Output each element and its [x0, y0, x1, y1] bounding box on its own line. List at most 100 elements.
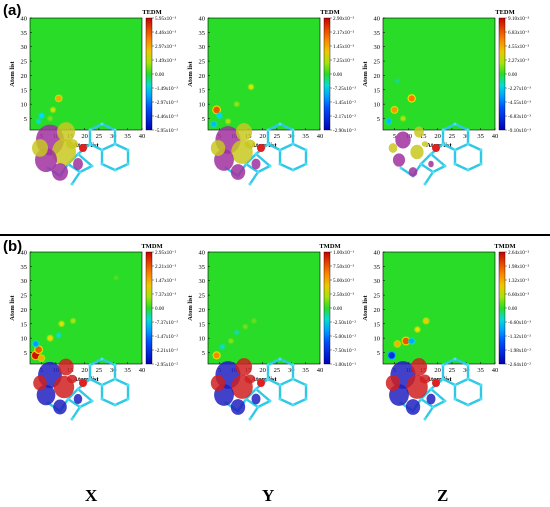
- colorbar-label: -2.97x10⁻³: [155, 100, 178, 106]
- y-tick-label: 35: [374, 30, 381, 37]
- colorbar-label: 7.50x10⁻²: [333, 264, 355, 270]
- colorbar-label: -2.17x10⁻²: [333, 114, 356, 120]
- y-tick-label: 25: [21, 59, 28, 66]
- spot-1: [220, 344, 225, 349]
- colorbar-label: 1.00x10⁻¹: [333, 250, 355, 256]
- colorbar-label: 7.25x10⁻³: [333, 58, 355, 64]
- y-tick-label: 10: [374, 336, 381, 343]
- y-tick-label: 30: [374, 44, 381, 51]
- x-tick-label: 35: [302, 133, 309, 140]
- x-tick-label: 30: [110, 367, 117, 374]
- y-tick-label: 25: [374, 293, 381, 300]
- colorbar-label: 1.98x10⁻²: [508, 264, 530, 270]
- y-tick-label: 35: [374, 264, 381, 271]
- colorbar-label: -1.98x10⁻²: [508, 348, 531, 354]
- colorbar-label: -4.46x10⁻³: [155, 114, 178, 120]
- x-tick-label: 25: [449, 367, 456, 374]
- spot-0: [213, 106, 220, 114]
- spot-1: [394, 341, 400, 347]
- x-tick-label: 30: [463, 367, 470, 374]
- colorbar-label: 0.00: [508, 306, 517, 312]
- x-tick-label: 40: [139, 367, 146, 374]
- colorbar-label: 6.83x10⁻³: [508, 30, 530, 36]
- y-tick-label: 15: [199, 321, 206, 328]
- spot-0: [213, 352, 220, 359]
- x-tick-label: 20: [259, 133, 266, 140]
- spot-2: [402, 337, 410, 345]
- spot-5: [56, 333, 61, 338]
- colorbar-label: -7.50x10⁻²: [333, 348, 356, 354]
- x-tick-label: 20: [81, 367, 88, 374]
- y-tick-label: 5: [202, 350, 205, 357]
- molecule-image: [388, 122, 483, 186]
- x-tick-label: 35: [477, 133, 484, 140]
- colorbar-label: -6.83x10⁻³: [508, 114, 531, 120]
- y-tick-label: 10: [199, 102, 206, 109]
- x-tick-label: 40: [317, 367, 324, 374]
- heatmap-area: [207, 17, 321, 131]
- heatmap-b-x: 510152025303540510152025303540Atom listA…: [9, 243, 178, 383]
- y-tick-label: 30: [199, 44, 206, 51]
- colorbar-label: 2.64x10⁻²: [508, 250, 530, 256]
- spot-2: [386, 119, 392, 124]
- heatmap-area: [382, 17, 496, 131]
- colorbar-label: 0.00: [508, 72, 517, 78]
- spot-5: [423, 318, 429, 324]
- colorbar-label: 2.21x10⁻²: [155, 264, 177, 270]
- y-tick-label: 20: [21, 307, 28, 314]
- colorbar-label: 1.49x10⁻³: [155, 58, 177, 64]
- spot-3: [33, 341, 39, 347]
- spot-2: [39, 113, 44, 118]
- heatmap-area: [382, 251, 496, 365]
- spot-0: [391, 107, 398, 113]
- x-tick-label: 25: [274, 367, 281, 374]
- x-tick-label: 40: [492, 367, 499, 374]
- x-tick-label: 25: [274, 133, 281, 140]
- y-tick-label: 10: [199, 336, 206, 343]
- column-label-y: Y: [262, 486, 275, 505]
- y-tick-label: 15: [21, 321, 28, 328]
- x-tick-label: 15: [420, 133, 427, 140]
- colorbar-label: 0.00: [155, 72, 164, 78]
- colorbar-label: -2.21x10⁻²: [155, 348, 178, 354]
- y-axis-label: Atom list: [9, 294, 16, 320]
- colorbar-title: TEDM: [495, 9, 515, 16]
- molecule-image: [210, 357, 308, 421]
- x-tick-label: 40: [317, 133, 324, 140]
- colorbar-label: 6.60x10⁻³: [508, 292, 530, 298]
- colorbar-label: -2.64x10⁻²: [508, 362, 531, 368]
- spot-1: [50, 107, 56, 113]
- molecule-image: [210, 122, 308, 186]
- colorbar-label: -7.37x10⁻³: [155, 320, 178, 326]
- colorbar-title: TEDM: [320, 9, 340, 16]
- heatmap-b-z: 510152025303540510152025303540Atom listA…: [362, 243, 531, 383]
- column-label-z: Z: [437, 486, 449, 505]
- spot-1: [408, 95, 415, 102]
- spot-4: [47, 335, 53, 341]
- y-axis-label: Atom list: [187, 60, 194, 86]
- colorbar-title: TEDM: [142, 9, 162, 16]
- y-axis-label: Atom list: [362, 60, 369, 86]
- colorbar-label: 7.37x10⁻³: [155, 292, 177, 298]
- x-tick-label: 30: [288, 133, 295, 140]
- y-tick-label: 5: [24, 350, 27, 357]
- colorbar-title: TMDM: [319, 243, 340, 250]
- colorbar-label: 2.17x10⁻²: [333, 30, 355, 36]
- y-tick-label: 30: [21, 44, 28, 51]
- y-tick-label: 25: [199, 293, 206, 300]
- y-axis-label: Atom list: [362, 294, 369, 320]
- x-tick-label: 30: [110, 133, 117, 140]
- colorbar-label: -7.25x10⁻³: [333, 86, 356, 92]
- colorbar-label: -4.55x10⁻³: [508, 100, 531, 106]
- y-tick-label: 30: [21, 278, 28, 285]
- spot-3: [234, 102, 239, 107]
- y-tick-label: 40: [374, 16, 381, 23]
- x-tick-label: 5: [393, 133, 396, 140]
- spot-6: [59, 321, 64, 326]
- colorbar-label: 0.00: [333, 72, 342, 78]
- colorbar-label: -1.00x10⁻¹: [333, 362, 356, 368]
- colorbar-label: 4.46x10⁻³: [155, 30, 177, 36]
- colorbar-label: 1.47x10⁻²: [155, 278, 177, 284]
- x-tick-label: 35: [477, 367, 484, 374]
- colorbar-label: 5.95x10⁻³: [155, 16, 177, 22]
